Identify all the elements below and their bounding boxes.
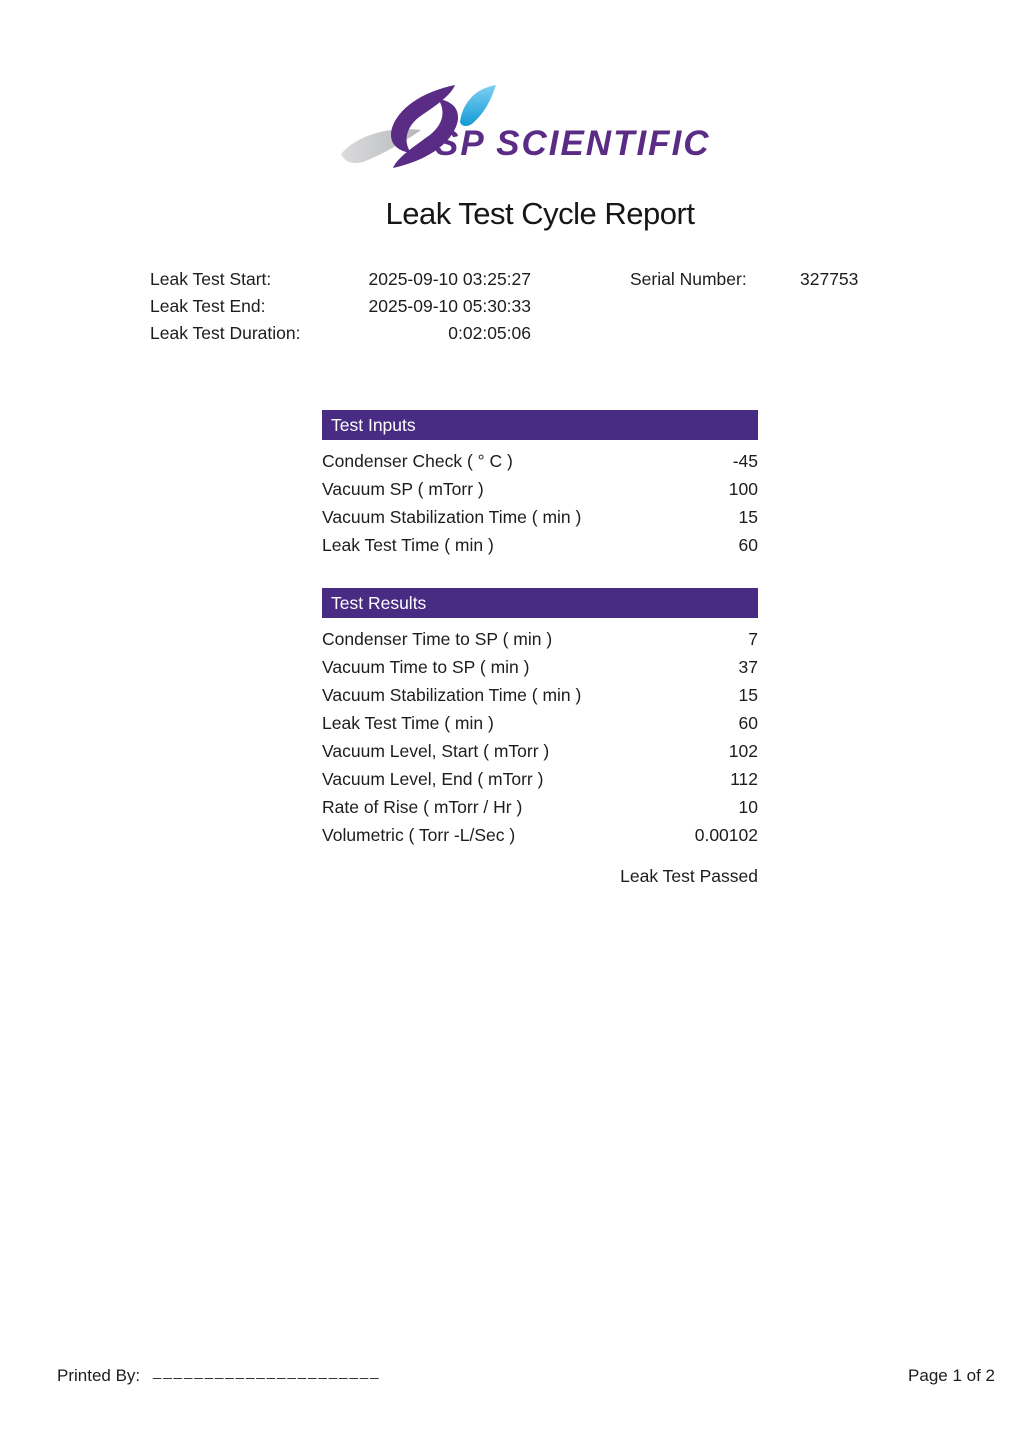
row-value: 60 — [738, 713, 758, 733]
row-label: Leak Test Time ( min ) — [322, 713, 494, 733]
row-value: 15 — [738, 507, 758, 527]
report-info-block: Leak Test Start: 2025-09-10 03:25:27 Lea… — [150, 266, 531, 347]
test-inputs-header: Test Inputs — [322, 410, 758, 440]
row-label: Vacuum Level, End ( mTorr ) — [322, 769, 544, 789]
row-value: 112 — [730, 769, 758, 789]
s-swoosh-icon — [341, 85, 496, 168]
row-value: 102 — [728, 741, 758, 761]
test-results-rows: Condenser Time to SP ( min ) 7 Vacuum Ti… — [322, 625, 758, 849]
row-label: Vacuum Stabilization Time ( min ) — [322, 507, 582, 527]
table-row: Condenser Time to SP ( min ) 7 — [322, 625, 758, 653]
table-row: Vacuum Time to SP ( min ) 37 — [322, 653, 758, 681]
row-label: Vacuum Level, Start ( mTorr ) — [322, 741, 550, 761]
row-label: Leak Test Time ( min ) — [322, 535, 494, 555]
test-inputs-rows: Condenser Check ( ° C ) -45 Vacuum SP ( … — [322, 447, 758, 559]
serial-number-value: 327753 — [800, 269, 859, 289]
test-results-table: Test Results Condenser Time to SP ( min … — [322, 588, 758, 849]
row-label: Condenser Check ( ° C ) — [322, 451, 513, 471]
row-value: 37 — [738, 657, 758, 677]
row-value: 60 — [738, 535, 758, 555]
row-label: Vacuum Stabilization Time ( min ) — [322, 685, 582, 705]
brand-name: SP SCIENTIFIC — [435, 124, 711, 163]
info-label: Leak Test Start: — [150, 269, 272, 289]
test-inputs-table: Test Inputs Condenser Check ( ° C ) -45 … — [322, 410, 758, 559]
info-value: 2025-09-10 05:30:33 — [368, 296, 532, 316]
row-value: 0.00102 — [694, 825, 758, 845]
table-row: Rate of Rise ( mTorr / Hr ) 10 — [322, 793, 758, 821]
printed-by-label: Printed By: — [57, 1366, 141, 1385]
info-row: Leak Test Duration: 0:02:05:06 — [150, 320, 531, 347]
table-row: Vacuum Stabilization Time ( min ) 15 — [322, 681, 758, 709]
row-value: -45 — [732, 451, 758, 471]
table-row: Vacuum Level, End ( mTorr ) 112 — [322, 765, 758, 793]
table-row: Condenser Check ( ° C ) -45 — [322, 447, 758, 475]
row-label: Vacuum SP ( mTorr ) — [322, 479, 484, 499]
table-row: Vacuum SP ( mTorr ) 100 — [322, 475, 758, 503]
sp-scientific-logo: SP SCIENTIFIC — [323, 84, 737, 170]
info-label: Leak Test End: — [150, 296, 266, 316]
page-number: Page 1 of 2 — [908, 1366, 995, 1385]
printed-by-signature-line: ______________________ — [153, 1363, 381, 1380]
row-label: Rate of Rise ( mTorr / Hr ) — [322, 797, 523, 817]
row-value: 15 — [738, 685, 758, 705]
info-row: Leak Test Start: 2025-09-10 03:25:27 — [150, 266, 531, 293]
row-label: Volumetric ( Torr -L/Sec ) — [322, 825, 516, 845]
table-row: Leak Test Time ( min ) 60 — [322, 709, 758, 737]
test-results-header: Test Results — [322, 588, 758, 618]
row-value: 100 — [728, 479, 758, 499]
row-label: Condenser Time to SP ( min ) — [322, 629, 553, 649]
row-label: Vacuum Time to SP ( min ) — [322, 657, 530, 677]
table-row: Leak Test Time ( min ) 60 — [322, 531, 758, 559]
table-row: Vacuum Stabilization Time ( min ) 15 — [322, 503, 758, 531]
info-value: 2025-09-10 03:25:27 — [368, 269, 532, 289]
table-row: Vacuum Level, Start ( mTorr ) 102 — [322, 737, 758, 765]
row-value: 7 — [748, 629, 758, 649]
page-title: Leak Test Cycle Report — [385, 196, 695, 231]
leak-test-verdict: Leak Test Passed — [620, 866, 758, 886]
table-row: Volumetric ( Torr -L/Sec ) 0.00102 — [322, 821, 758, 849]
info-value: 0:02:05:06 — [448, 323, 531, 343]
serial-number-label: Serial Number: — [630, 269, 747, 289]
info-label: Leak Test Duration: — [150, 323, 301, 343]
info-row: Leak Test End: 2025-09-10 05:30:33 — [150, 293, 531, 320]
row-value: 10 — [738, 797, 758, 817]
